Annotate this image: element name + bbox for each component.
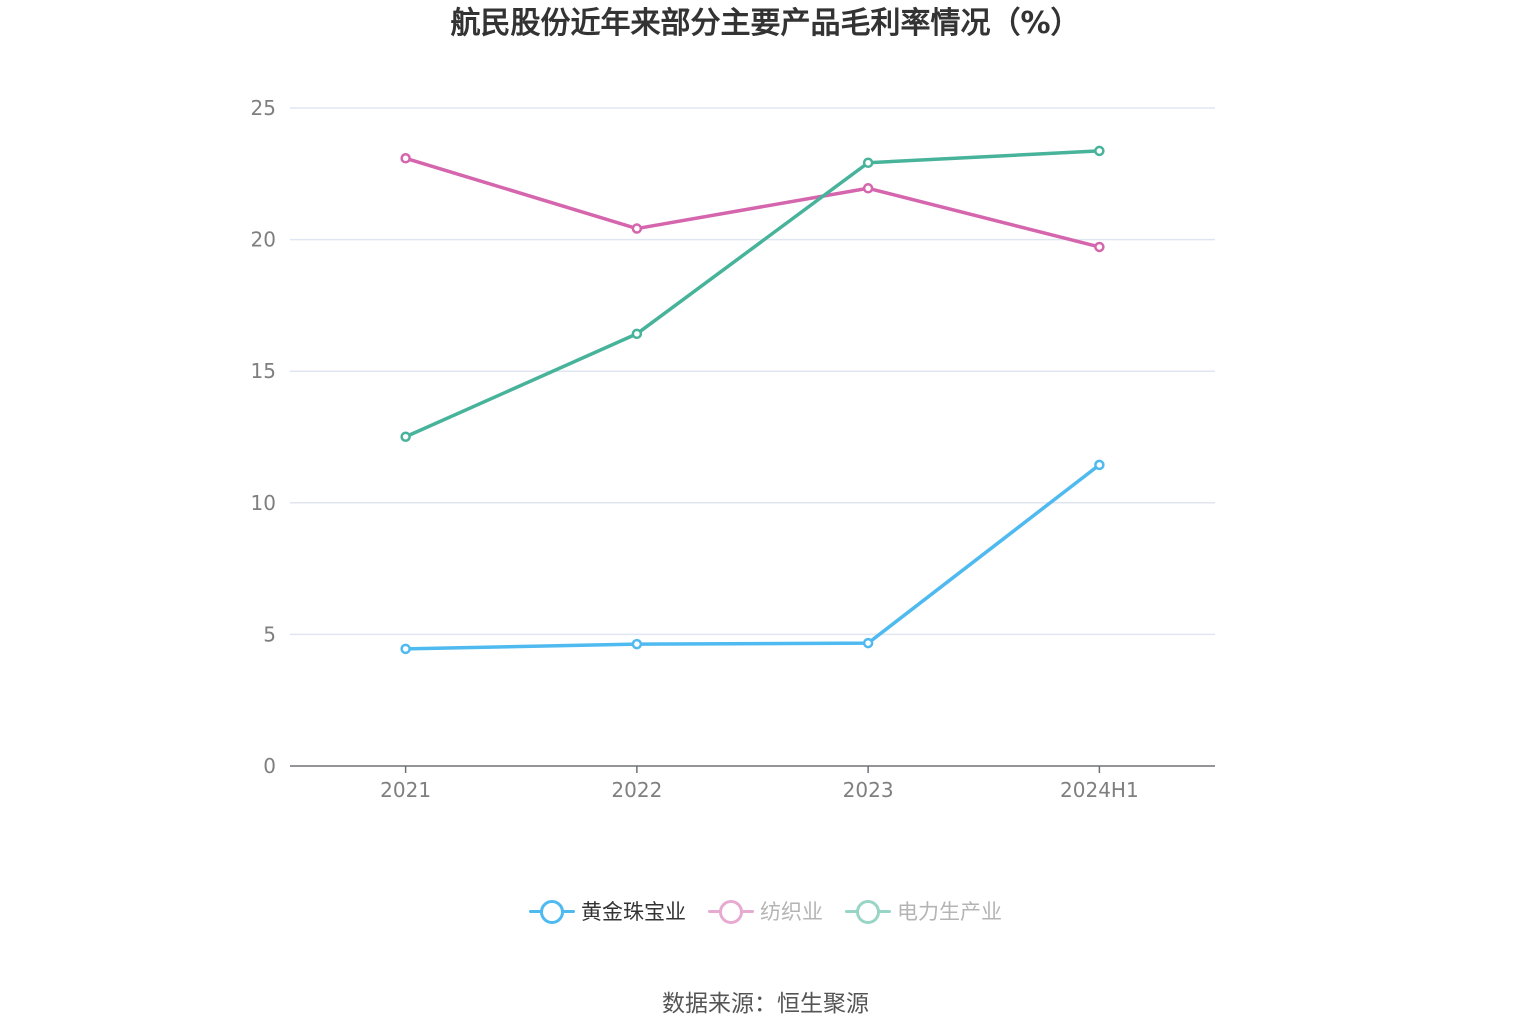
legend-label: 电力生产业 — [897, 900, 1002, 924]
x-tick-label: 2021 — [380, 778, 431, 802]
series-line-1 — [403, 156, 1102, 249]
legend-marker-icon — [845, 899, 891, 924]
legend-item-series-2[interactable]: 电力生产业 — [845, 896, 1002, 926]
data-point[interactable] — [400, 431, 411, 442]
y-tick-label: 20 — [251, 228, 276, 252]
data-point[interactable] — [631, 328, 643, 340]
legend-item-series-0[interactable]: 黄金珠宝业 — [529, 896, 686, 926]
legend-marker-icon — [708, 899, 754, 924]
data-point[interactable] — [631, 223, 643, 234]
data-source-note: 数据来源：恒生聚源 — [662, 991, 869, 1017]
legend-label: 纺织业 — [760, 900, 823, 924]
y-tick-label: 0 — [263, 754, 276, 778]
legend-item-series-1[interactable]: 纺织业 — [708, 896, 823, 926]
data-point[interactable] — [862, 157, 874, 168]
data-point[interactable] — [1094, 241, 1105, 253]
x-tick-label: 2023 — [843, 778, 894, 802]
grid-lines — [290, 107, 1215, 636]
data-point[interactable] — [631, 638, 643, 650]
series-lines — [400, 145, 1105, 655]
data-point[interactable] — [862, 637, 874, 649]
series-line-0 — [403, 463, 1102, 651]
legend: 黄金珠宝业 纺织业 电力生产业 — [0, 896, 1531, 926]
line-chart: 0 5 10 15 20 25 2021 2022 2023 2024H1 — [251, 96, 1215, 802]
y-tick-label: 5 — [263, 622, 276, 646]
legend-marker-icon — [529, 899, 575, 924]
x-axis: 2021 2022 2023 2024H1 — [290, 765, 1215, 802]
x-tick-label: 2024H1 — [1060, 778, 1139, 802]
data-point[interactable] — [1094, 459, 1105, 471]
y-axis-ticks: 0 5 10 15 20 25 — [251, 96, 276, 778]
data-point[interactable] — [400, 643, 411, 655]
data-point[interactable] — [400, 153, 411, 164]
y-tick-label: 25 — [251, 96, 276, 120]
y-tick-label: 15 — [251, 359, 276, 383]
legend-label: 黄金珠宝业 — [581, 900, 686, 924]
series-line-2 — [403, 149, 1102, 439]
data-point[interactable] — [1094, 145, 1105, 157]
x-tick-label: 2022 — [611, 778, 662, 802]
y-tick-label: 10 — [251, 491, 276, 515]
data-point[interactable] — [862, 183, 874, 194]
chart-title: 航民股份近年来部分主要产品毛利率情况（%） — [450, 6, 1081, 41]
